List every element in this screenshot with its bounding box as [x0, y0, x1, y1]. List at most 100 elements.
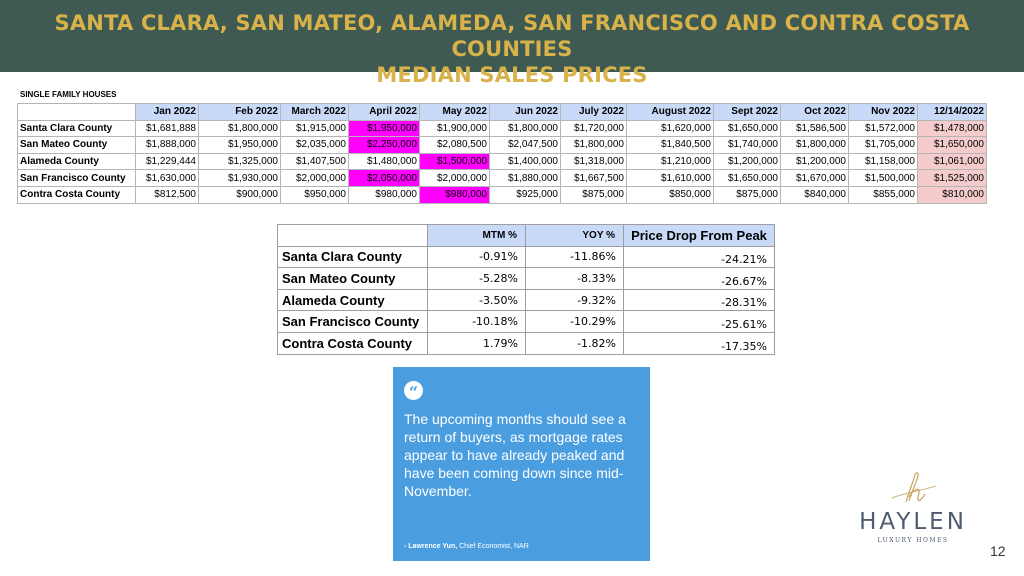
price-cell: $900,000 [198, 185, 281, 204]
price-cell: $1,586,500 [780, 119, 849, 138]
price-cell: $1,800,000 [780, 136, 849, 154]
yoy-cell: -11.86% [525, 245, 624, 269]
price-cell: $1,667,500 [560, 169, 627, 187]
table-row: Alameda County $1,229,444 $1,325,000 $1,… [17, 152, 987, 171]
page-number: 12 [990, 543, 1006, 559]
price-cell: $875,000 [713, 185, 781, 204]
price-cell: $1,800,000 [489, 119, 561, 138]
price-cell: $1,325,000 [198, 152, 281, 171]
price-cell: $1,650,000 [713, 119, 781, 138]
price-cell: $1,840,500 [626, 136, 714, 154]
county-name: San Francisco County [17, 169, 136, 187]
latest-price-cell: $1,478,000 [917, 119, 987, 138]
peak-price-cell: $1,950,000 [348, 119, 420, 138]
slide-title-line2: MEDIAN SALES PRICES [376, 63, 648, 87]
county-name: San Mateo County [277, 267, 428, 290]
price-cell: $925,000 [489, 185, 561, 204]
price-cell: $1,800,000 [560, 136, 627, 154]
mtm-cell: -0.91% [427, 245, 526, 269]
price-change-table: MTM % YOY % Price Drop From Peak Santa C… [277, 224, 775, 355]
price-drop-cell: -17.35% [623, 331, 775, 355]
table-corner [277, 224, 428, 247]
price-cell: $1,200,000 [780, 152, 849, 171]
price-cell: $1,930,000 [198, 169, 281, 187]
price-cell: $2,000,000 [280, 169, 349, 187]
county-name: San Mateo County [17, 136, 136, 154]
county-name: Santa Clara County [277, 245, 428, 269]
price-cell: $2,047,500 [489, 136, 561, 154]
table-row: Santa Clara County -0.91% -11.86% -24.21… [277, 245, 775, 269]
column-header: Feb 2022 [198, 103, 281, 121]
mtm-cell: -10.18% [427, 310, 526, 333]
peak-price-cell: $980,000 [419, 185, 490, 204]
table-row: Santa Clara County $1,681,888 $1,800,000… [17, 119, 987, 138]
table-row: San Mateo County -5.28% -8.33% -26.67% [277, 267, 775, 290]
price-drop-cell: -28.31% [623, 288, 775, 312]
county-name: San Francisco County [277, 310, 428, 333]
price-cell: $1,500,000 [848, 169, 918, 187]
slide-title-line1: SANTA CLARA, SAN MATEO, ALAMEDA, SAN FRA… [54, 11, 970, 61]
price-cell: $1,229,444 [135, 152, 199, 171]
peak-price-cell: $2,050,000 [348, 169, 420, 187]
table-row: San Francisco County -10.18% -10.29% -25… [277, 310, 775, 333]
price-cell: $1,610,000 [626, 169, 714, 187]
mtm-cell: -3.50% [427, 288, 526, 312]
median-price-table: Jan 2022 Feb 2022 March 2022 April 2022 … [17, 103, 987, 204]
logo-mark-icon [891, 472, 937, 503]
county-name: Santa Clara County [17, 119, 136, 138]
peak-price-cell: $2,250,000 [348, 136, 420, 154]
column-header: March 2022 [280, 103, 349, 121]
price-cell: $1,620,000 [626, 119, 714, 138]
yoy-cell: -8.33% [525, 267, 624, 290]
yoy-cell: -9.32% [525, 288, 624, 312]
column-header: Jun 2022 [489, 103, 561, 121]
column-header: Oct 2022 [780, 103, 849, 121]
price-cell: $1,158,000 [848, 152, 918, 171]
haylen-logo: HAYLEN LUXURY HOMES [846, 470, 980, 548]
latest-price-cell: $1,525,000 [917, 169, 987, 187]
column-header: Jan 2022 [135, 103, 199, 121]
latest-price-cell: $1,650,000 [917, 136, 987, 154]
price-cell: $1,200,000 [713, 152, 781, 171]
county-name: Alameda County [17, 152, 136, 171]
price-cell: $1,900,000 [419, 119, 490, 138]
price-cell: $1,681,888 [135, 119, 199, 138]
price-cell: $2,035,000 [280, 136, 349, 154]
price-cell: $1,915,000 [280, 119, 349, 138]
logo-tagline: LUXURY HOMES [877, 537, 949, 544]
county-name: Contra Costa County [17, 185, 136, 204]
mtm-cell: -5.28% [427, 267, 526, 290]
column-header: May 2022 [419, 103, 490, 121]
column-header: July 2022 [560, 103, 627, 121]
table-row: Contra Costa County $812,500 $900,000 $9… [17, 185, 987, 204]
quote-icon: “ [404, 381, 423, 402]
logo-name: HAYLEN [859, 509, 967, 535]
quote-text: The upcoming months should see a return … [404, 411, 626, 499]
yoy-cell: -1.82% [525, 331, 624, 355]
table-row: San Mateo County $1,888,000 $1,950,000 $… [17, 136, 987, 154]
price-cell: $1,705,000 [848, 136, 918, 154]
peak-price-cell: $1,500,000 [419, 152, 490, 171]
price-cell: $1,720,000 [560, 119, 627, 138]
price-cell: $1,572,000 [848, 119, 918, 138]
quote-author: - Lawrence Yun, [404, 543, 458, 550]
table-row: San Francisco County $1,630,000 $1,930,0… [17, 169, 987, 187]
slide-header: SANTA CLARA, SAN MATEO, ALAMEDA, SAN FRA… [0, 0, 1024, 87]
price-cell: $1,650,000 [713, 169, 781, 187]
table-corner [17, 103, 136, 121]
column-header: 12/14/2022 [917, 103, 987, 121]
price-cell: $855,000 [848, 185, 918, 204]
price-cell: $1,950,000 [198, 136, 281, 154]
price-cell: $840,000 [780, 185, 849, 204]
price-cell: $1,888,000 [135, 136, 199, 154]
price-cell: $2,080,500 [419, 136, 490, 154]
price-cell: $875,000 [560, 185, 627, 204]
column-header: Sept 2022 [713, 103, 781, 121]
price-cell: $1,400,000 [489, 152, 561, 171]
latest-price-cell: $1,061,000 [917, 152, 987, 171]
price-cell: $1,740,000 [713, 136, 781, 154]
price-cell: $1,480,000 [348, 152, 420, 171]
latest-price-cell: $810,000 [917, 185, 987, 204]
mtm-cell: 1.79% [427, 331, 526, 355]
county-name: Alameda County [277, 288, 428, 312]
